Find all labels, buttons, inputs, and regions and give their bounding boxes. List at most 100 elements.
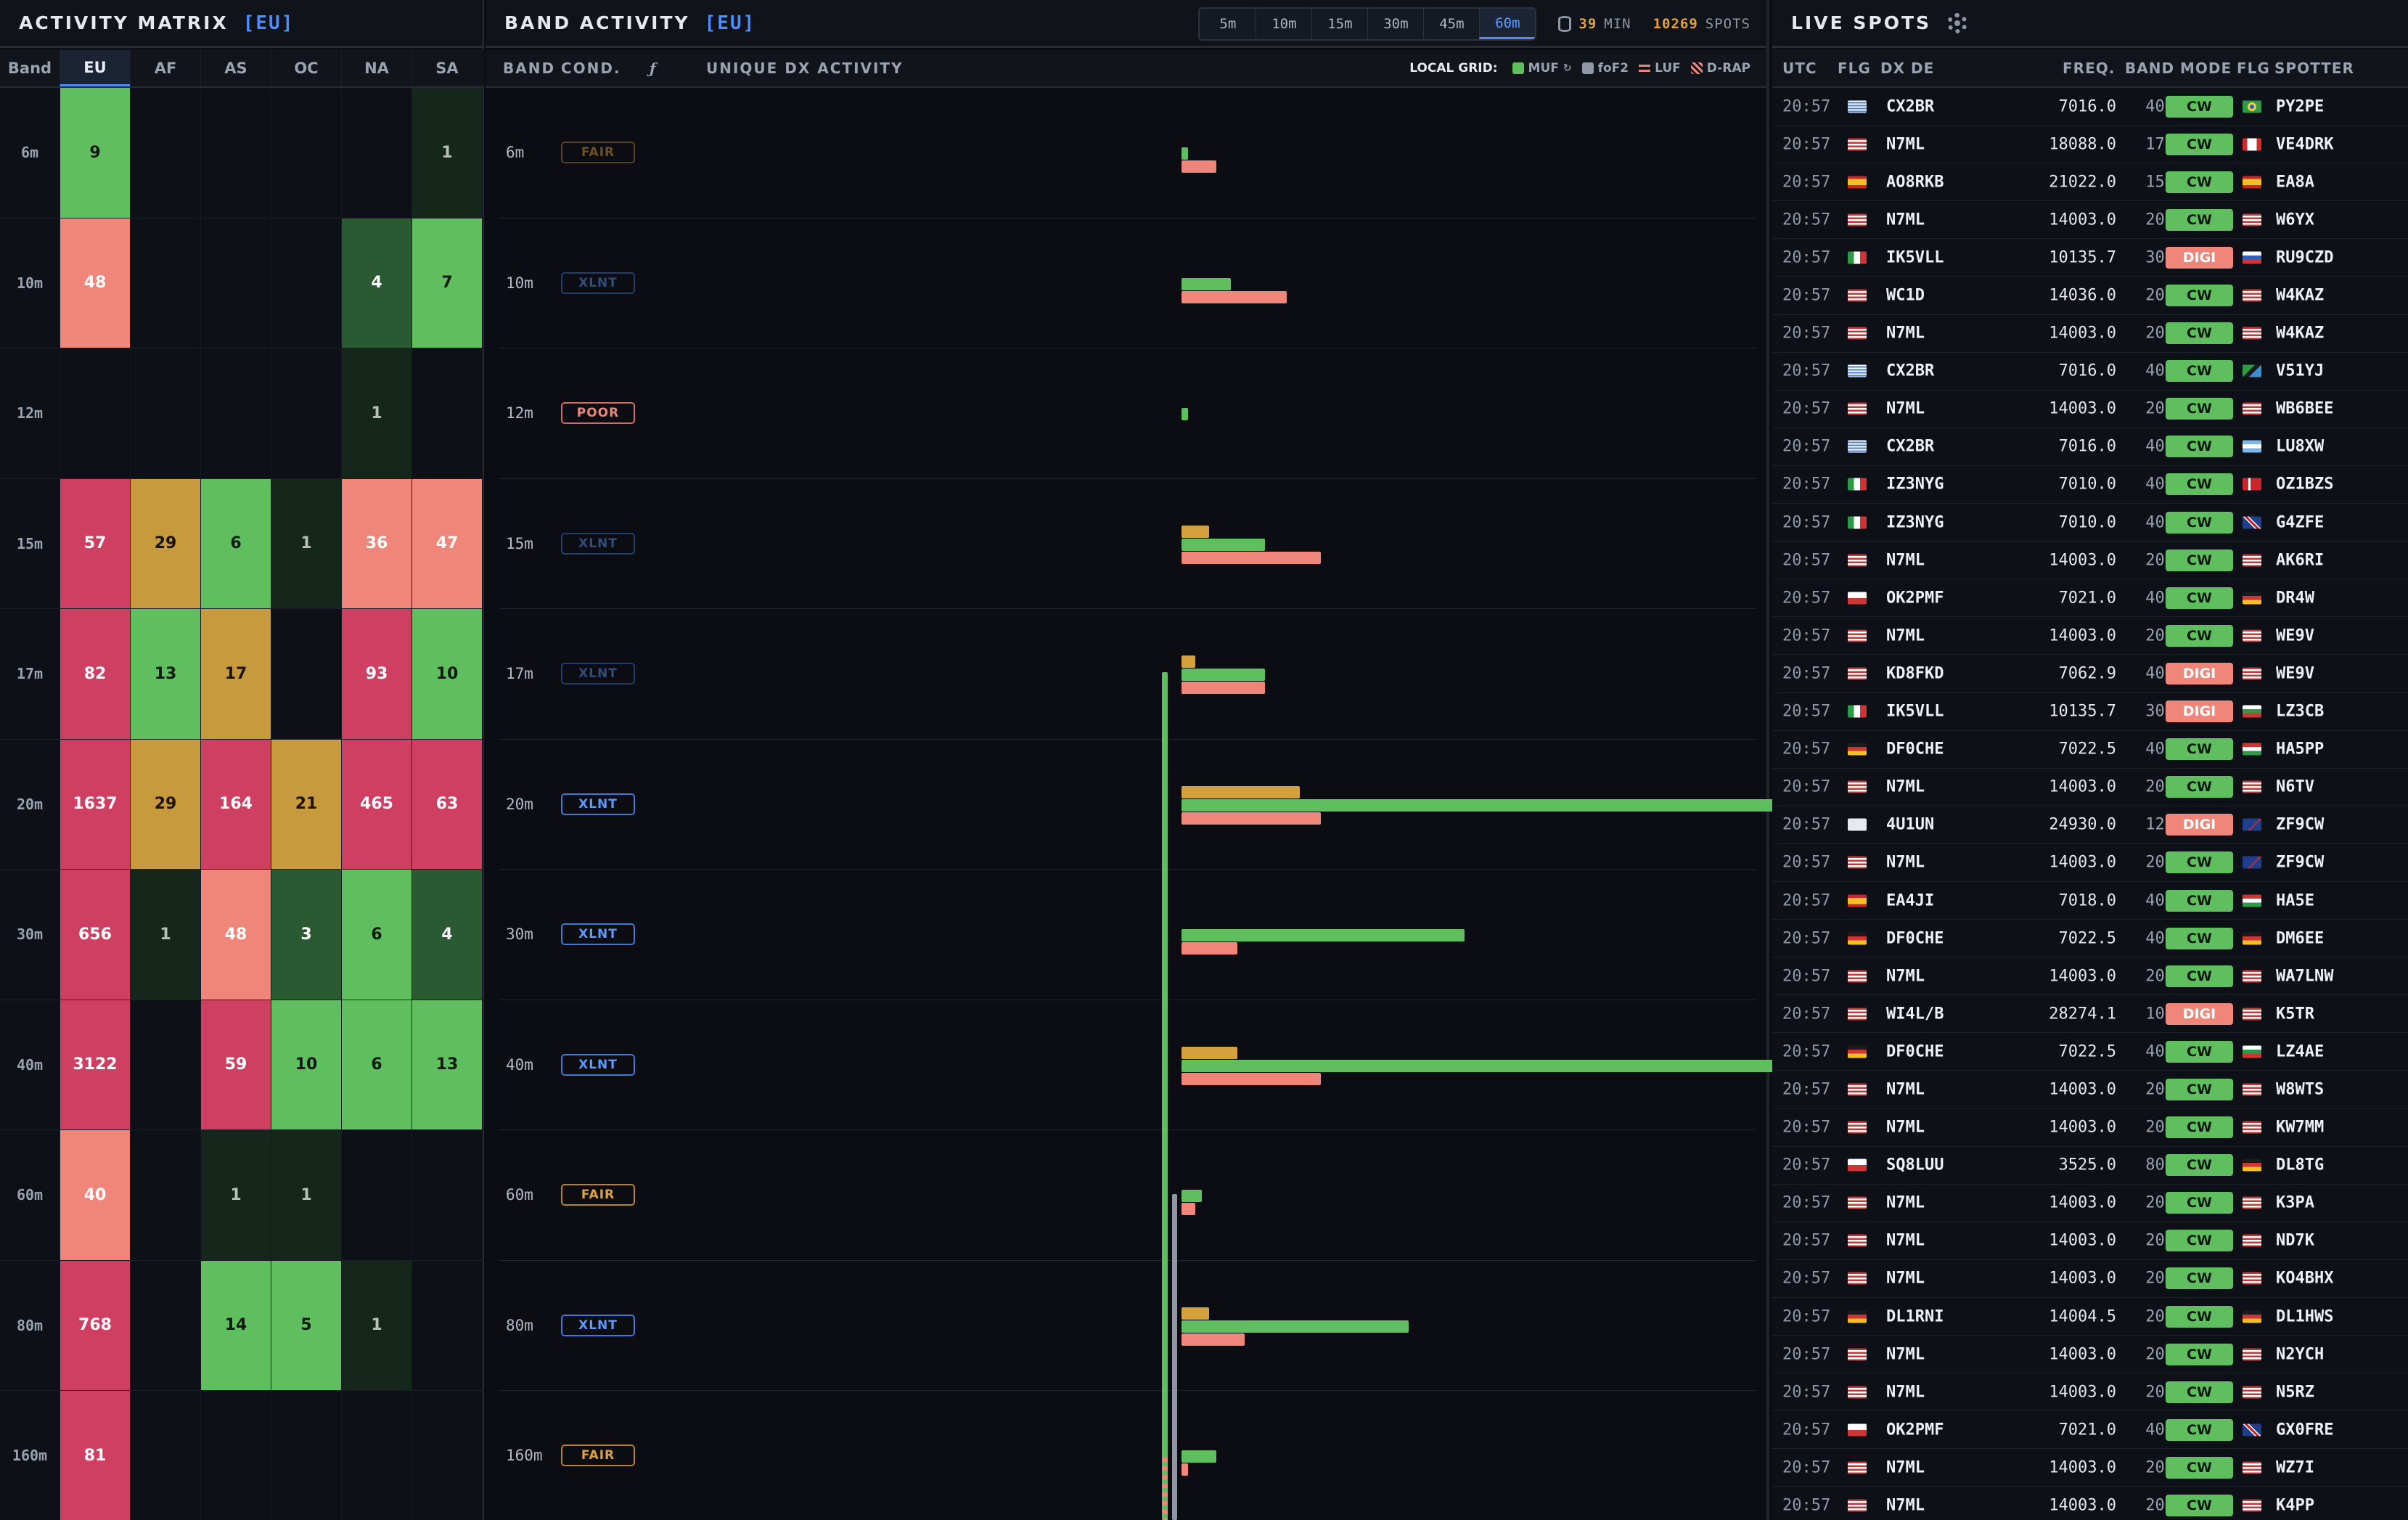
matrix-cell[interactable] xyxy=(341,1391,411,1520)
activity-bar-green[interactable] xyxy=(1182,147,1188,160)
matrix-cell[interactable]: 29 xyxy=(130,739,200,869)
spot-spotter-callsign[interactable]: K4PP xyxy=(2276,1496,2314,1515)
activity-bar-salmon[interactable] xyxy=(1182,1203,1195,1216)
spot-dx-callsign[interactable]: IK5VLL xyxy=(1886,248,1944,267)
matrix-cell[interactable]: 57 xyxy=(60,478,130,608)
spot-spotter-callsign[interactable]: PY2PE xyxy=(2276,97,2325,116)
spot-dx-callsign[interactable]: OK2PMF xyxy=(1886,1421,1944,1439)
spot-dx-callsign[interactable]: N7ML xyxy=(1886,853,1925,872)
spot-row[interactable]: 20:57 OK2PMF 7021.0 40m CW GX0FRE xyxy=(1772,1411,2408,1450)
spot-spotter-callsign[interactable]: HA5PP xyxy=(2276,740,2325,759)
spot-row[interactable]: 20:57 CX2BR 7016.0 40m CW LU8XW xyxy=(1772,428,2408,466)
matrix-cell[interactable] xyxy=(130,348,200,478)
activity-bar-salmon[interactable] xyxy=(1182,290,1287,303)
matrix-cell[interactable]: 1637 xyxy=(60,739,130,869)
spot-row[interactable]: 20:57 IZ3NYG 7010.0 40m CW OZ1BZS xyxy=(1772,466,2408,504)
matrix-cell[interactable]: 14 xyxy=(200,1260,271,1390)
spot-spotter-callsign[interactable]: G4ZFE xyxy=(2276,513,2325,532)
matrix-cell[interactable]: 29 xyxy=(130,478,200,608)
activity-bar-green[interactable] xyxy=(1182,1059,1884,1072)
time-window-button-60m[interactable]: 60m xyxy=(1479,9,1536,39)
spot-spotter-callsign[interactable]: N5RZ xyxy=(2276,1383,2314,1402)
spot-row[interactable]: 20:57 IK5VLL 10135.7 30m DIGI LZ3CB xyxy=(1772,693,2408,731)
spot-spotter-callsign[interactable]: W4KAZ xyxy=(2276,324,2325,343)
activity-bar-green[interactable] xyxy=(1182,538,1265,551)
matrix-cell[interactable] xyxy=(130,1130,200,1260)
matrix-cell[interactable] xyxy=(271,88,341,218)
matrix-cell[interactable]: 1 xyxy=(411,88,482,218)
spot-row[interactable]: 20:57 N7ML 14003.0 20m CW K4PP xyxy=(1772,1487,2408,1520)
spot-dx-callsign[interactable]: EA4JI xyxy=(1886,891,1935,910)
spot-spotter-callsign[interactable]: VE4DRK xyxy=(2276,135,2334,154)
activity-bar-green[interactable] xyxy=(1182,1450,1216,1463)
spot-spotter-callsign[interactable]: W4KAZ xyxy=(2276,286,2325,305)
matrix-col-sa[interactable]: SA xyxy=(411,50,482,86)
spot-row[interactable]: 20:57 DL1RNI 14004.5 20m CW DL1HWS xyxy=(1772,1298,2408,1336)
matrix-cell[interactable]: 21 xyxy=(271,739,341,869)
matrix-cell[interactable] xyxy=(271,348,341,478)
time-window-button-10m[interactable]: 10m xyxy=(1256,9,1311,39)
spot-dx-callsign[interactable]: CX2BR xyxy=(1886,437,1935,456)
spot-dx-callsign[interactable]: N7ML xyxy=(1886,626,1925,645)
matrix-cell[interactable]: 1 xyxy=(130,870,200,1000)
matrix-cell[interactable]: 164 xyxy=(200,739,271,869)
spot-row[interactable]: 20:57 WI4L/B 28274.1 10m DIGI K5TR xyxy=(1772,995,2408,1034)
spot-spotter-callsign[interactable]: K3PA xyxy=(2276,1193,2314,1212)
matrix-cell[interactable]: 82 xyxy=(60,609,130,739)
spot-row[interactable]: 20:57 IK5VLL 10135.7 30m DIGI RU9CZD xyxy=(1772,239,2408,277)
spot-dx-callsign[interactable]: IZ3NYG xyxy=(1886,475,1944,494)
spot-row[interactable]: 20:57 N7ML 14003.0 20m CW W8WTS xyxy=(1772,1071,2408,1109)
spot-row[interactable]: 20:57 WC1D 14036.0 20m CW W4KAZ xyxy=(1772,277,2408,315)
spot-spotter-callsign[interactable]: W6YX xyxy=(2276,211,2314,229)
spot-row[interactable]: 20:57 IZ3NYG 7010.0 40m CW G4ZFE xyxy=(1772,504,2408,542)
spot-spotter-callsign[interactable]: K5TR xyxy=(2276,1005,2314,1023)
legend-luf[interactable]: LUF xyxy=(1639,61,1681,75)
spot-spotter-callsign[interactable]: WA7LNW xyxy=(2276,967,2334,986)
matrix-cell[interactable]: 48 xyxy=(60,218,130,348)
activity-bar-gold[interactable] xyxy=(1182,1307,1209,1320)
matrix-cell[interactable] xyxy=(130,1000,200,1129)
matrix-cell[interactable] xyxy=(60,348,130,478)
legend-muf[interactable]: MUF ↻ xyxy=(1512,61,1572,75)
matrix-cell[interactable]: 656 xyxy=(60,870,130,1000)
activity-bar-green[interactable] xyxy=(1182,408,1188,421)
matrix-col-eu[interactable]: EU xyxy=(60,50,130,86)
spot-dx-callsign[interactable]: CX2BR xyxy=(1886,97,1935,116)
matrix-cell[interactable] xyxy=(411,348,482,478)
spot-spotter-callsign[interactable]: WZ7I xyxy=(2276,1458,2314,1477)
matrix-cell[interactable]: 1 xyxy=(200,1130,271,1260)
spot-row[interactable]: 20:57 N7ML 14003.0 20m CW KW7MM xyxy=(1772,1109,2408,1147)
matrix-cell[interactable]: 40 xyxy=(60,1130,130,1260)
matrix-cell[interactable] xyxy=(130,1391,200,1520)
spot-spotter-callsign[interactable]: OZ1BZS xyxy=(2276,475,2334,494)
matrix-cell[interactable] xyxy=(341,88,411,218)
activity-bar-green[interactable] xyxy=(1182,1190,1202,1203)
spot-row[interactable]: 20:57 OK2PMF 7021.0 40m CW DR4W xyxy=(1772,579,2408,618)
matrix-cell[interactable]: 3122 xyxy=(60,1000,130,1129)
spot-spotter-callsign[interactable]: ZF9CW xyxy=(2276,853,2325,872)
spot-row[interactable]: 20:57 EA4JI 7018.0 40m CW HA5E xyxy=(1772,882,2408,920)
matrix-cell[interactable]: 6 xyxy=(200,478,271,608)
spot-row[interactable]: 20:57 KD8FKD 7062.9 40m DIGI WE9V xyxy=(1772,655,2408,693)
matrix-cell[interactable]: 1 xyxy=(341,348,411,478)
spot-spotter-callsign[interactable]: W8WTS xyxy=(2276,1080,2325,1099)
spot-dx-callsign[interactable]: SQ8LUU xyxy=(1886,1156,1944,1174)
spot-dx-callsign[interactable]: N7ML xyxy=(1886,1458,1925,1477)
spot-spotter-callsign[interactable]: GX0FRE xyxy=(2276,1421,2334,1439)
activity-bar-green[interactable] xyxy=(1182,1320,1409,1333)
spot-row[interactable]: 20:57 N7ML 14003.0 20m CW ND7K xyxy=(1772,1222,2408,1260)
matrix-cell[interactable] xyxy=(130,1260,200,1390)
spot-spotter-callsign[interactable]: V51YJ xyxy=(2276,361,2325,380)
matrix-cell[interactable]: 63 xyxy=(411,739,482,869)
spot-row[interactable]: 20:57 N7ML 14003.0 20m CW N6TV xyxy=(1772,769,2408,806)
activity-bar-salmon[interactable] xyxy=(1182,551,1321,564)
spot-spotter-callsign[interactable]: LZ3CB xyxy=(2276,702,2325,721)
spot-spotter-callsign[interactable]: WB6BEE xyxy=(2276,399,2334,418)
matrix-cell[interactable]: 4 xyxy=(411,870,482,1000)
spot-row[interactable]: 20:57 N7ML 14003.0 20m CW K3PA xyxy=(1772,1185,2408,1222)
spot-dx-callsign[interactable]: N7ML xyxy=(1886,551,1925,570)
spot-dx-callsign[interactable]: DF0CHE xyxy=(1886,1042,1944,1061)
spot-row[interactable]: 20:57 N7ML 14003.0 20m CW W4KAZ xyxy=(1772,315,2408,353)
spot-spotter-callsign[interactable]: DL1HWS xyxy=(2276,1307,2334,1326)
matrix-cell[interactable]: 9 xyxy=(60,88,130,218)
